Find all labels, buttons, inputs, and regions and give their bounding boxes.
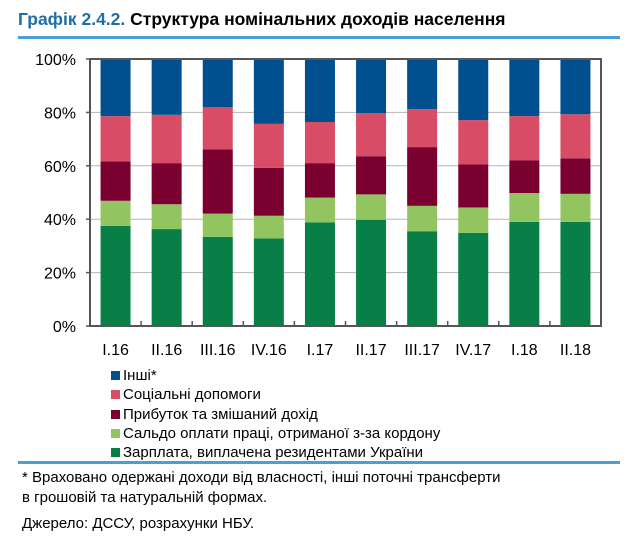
legend-item: Сальдо оплати праці, отриманої з-за корд… bbox=[111, 424, 440, 443]
bar-segment bbox=[458, 164, 489, 208]
bar-segment bbox=[253, 167, 284, 216]
y-tick-label: 40% bbox=[44, 212, 76, 229]
y-tick-label: 60% bbox=[44, 159, 76, 176]
bar-segment bbox=[151, 229, 182, 326]
title-text: Структура номінальних доходів населення bbox=[130, 9, 506, 29]
bar-segment bbox=[356, 219, 387, 326]
x-tick-label: I.18 bbox=[511, 342, 538, 359]
legend-swatch bbox=[111, 371, 120, 381]
y-tick-label: 20% bbox=[44, 266, 76, 283]
x-tick-label: III.16 bbox=[200, 342, 236, 359]
bar-segment bbox=[253, 123, 284, 168]
bar-segment bbox=[253, 215, 284, 239]
plot-area: 0% 20% 40% 60% 80% 100% I.16 II.16 III.16 IV.16 I.… bbox=[35, 52, 602, 359]
legend: Інші* Соціальні допомоги Прибуток та зміша… bbox=[111, 366, 440, 462]
bar-segment bbox=[560, 158, 591, 194]
bar-segment bbox=[202, 236, 233, 326]
bar-segment bbox=[100, 161, 131, 201]
bar-segment bbox=[509, 221, 540, 326]
footnote-rule bbox=[18, 461, 620, 464]
legend-item: Зарплата, виплачена резидентами України bbox=[111, 443, 440, 462]
bar-segment bbox=[151, 114, 182, 164]
bar-segment bbox=[304, 163, 335, 198]
bar-segment bbox=[202, 59, 233, 108]
footnote-1: * Враховано одержані доходи від власност… bbox=[22, 469, 501, 486]
legend-label: Сальдо оплати праці, отриманої з-за корд… bbox=[123, 424, 441, 442]
footnote-2: в грошовій та натуральній формах. bbox=[22, 489, 268, 506]
y-tick-label: 0% bbox=[53, 319, 76, 336]
legend-swatch bbox=[111, 429, 120, 439]
x-tick-label: I.17 bbox=[307, 342, 334, 359]
bar-segment bbox=[560, 221, 591, 326]
bar-segment bbox=[304, 197, 335, 223]
legend-swatch bbox=[111, 448, 120, 458]
x-tick-label: II.16 bbox=[151, 342, 182, 359]
bar-segment bbox=[407, 231, 438, 326]
y-tick-label: 80% bbox=[44, 105, 76, 122]
bar-segment bbox=[356, 113, 387, 157]
legend-label: Соціальні допомоги bbox=[123, 386, 261, 404]
x-tick-label: I.16 bbox=[102, 342, 129, 359]
bar-segment bbox=[407, 205, 438, 232]
bar-segment bbox=[560, 193, 591, 222]
bar-segment bbox=[356, 194, 387, 220]
title-number: Графік 2.4.2. bbox=[18, 9, 126, 29]
y-tick-label: 100% bbox=[35, 52, 76, 69]
bar-segment bbox=[458, 59, 489, 121]
bar-segment bbox=[202, 149, 233, 214]
bar-segment bbox=[458, 120, 489, 165]
plot-frame bbox=[89, 58, 602, 327]
bar-segment bbox=[151, 59, 182, 115]
legend-item: Інші* bbox=[111, 366, 440, 385]
bar-segment bbox=[509, 193, 540, 222]
bar-segment bbox=[458, 232, 489, 326]
bar-segment bbox=[407, 109, 438, 148]
x-tick-label: III.17 bbox=[404, 342, 440, 359]
bar-segment bbox=[304, 222, 335, 326]
x-tick-label: IV.16 bbox=[251, 342, 287, 359]
chart-title: Графік 2.4.2. Структура номінальних дохо… bbox=[18, 9, 505, 30]
bar-segment bbox=[100, 225, 131, 326]
x-tick-label: IV.17 bbox=[455, 342, 491, 359]
x-tick-label: II.18 bbox=[560, 342, 591, 359]
bar-segment bbox=[560, 114, 591, 159]
legend-label: Прибуток та змішаний дохід bbox=[123, 405, 318, 423]
legend-label: Зарплата, виплачена резидентами України bbox=[123, 444, 424, 462]
legend-item: Прибуток та змішаний дохід bbox=[111, 405, 440, 424]
bar-segment bbox=[356, 59, 387, 114]
legend-label: Інші* bbox=[123, 367, 157, 384]
bar-segment bbox=[100, 200, 131, 226]
bar-segment bbox=[151, 204, 182, 230]
bar-segment bbox=[509, 59, 540, 117]
bar-segment bbox=[509, 160, 540, 194]
bar-segment bbox=[458, 207, 489, 233]
bar-segment bbox=[304, 122, 335, 164]
bar-segment bbox=[253, 238, 284, 326]
bar-segment bbox=[356, 156, 387, 195]
bar-segment bbox=[100, 116, 131, 162]
bar-segment bbox=[407, 147, 438, 206]
bar-segment bbox=[202, 107, 233, 150]
bar-segment bbox=[253, 59, 284, 124]
legend-item: Соціальні допомоги bbox=[111, 385, 440, 404]
bar-segment bbox=[151, 163, 182, 205]
legend-swatch bbox=[111, 390, 120, 400]
bar-segment bbox=[560, 59, 591, 115]
bar-segment bbox=[407, 59, 438, 110]
source-note: Джерело: ДССУ, розрахунки НБУ. bbox=[22, 515, 255, 532]
bar-segment bbox=[100, 59, 131, 117]
legend-swatch bbox=[111, 409, 120, 419]
bar-segment bbox=[304, 59, 335, 123]
x-tick-label: II.17 bbox=[355, 342, 386, 359]
bar-segment bbox=[509, 116, 540, 161]
title-rule bbox=[18, 36, 620, 39]
bar-segment bbox=[202, 213, 233, 237]
